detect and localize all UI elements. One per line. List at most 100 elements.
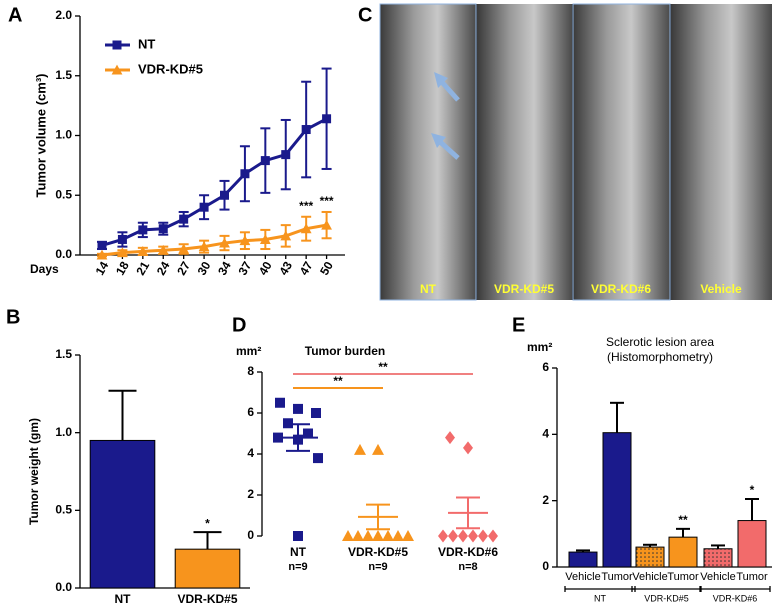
error-bar [610, 401, 624, 433]
x-tick-label: Tumor [601, 571, 633, 583]
series-line [101, 223, 327, 257]
y-tick-label: 0.5 [55, 503, 72, 517]
marker [313, 453, 323, 464]
marker [158, 224, 168, 234]
marker [283, 418, 293, 429]
marker [342, 530, 354, 541]
unit-label: mm² [236, 344, 261, 358]
x-tick-label: Tumor [736, 571, 768, 583]
y-tick-label: 6 [247, 405, 254, 419]
bar [602, 432, 632, 568]
group-label: VDR-KD#6 [713, 593, 758, 603]
annotation: * [205, 516, 210, 530]
marker [311, 408, 321, 418]
marker [97, 240, 107, 250]
chart-title: Tumor burden [305, 344, 385, 358]
marker [275, 397, 285, 408]
marker [138, 225, 148, 235]
xray-label: VDR-KD#6 [591, 282, 651, 296]
marker [293, 403, 303, 414]
annotation: ** [678, 513, 688, 527]
x-tick-label: 40 [256, 259, 275, 278]
marker [458, 529, 468, 543]
marker [352, 530, 364, 541]
y-tick-label: 2 [542, 493, 549, 507]
annotation: *** [320, 194, 334, 208]
annotation: *** [299, 199, 313, 213]
marker [137, 246, 149, 256]
y-tick-label: 0.5 [55, 187, 72, 201]
error-bar [676, 527, 690, 538]
x-tick-label: VDR-KD#6 [438, 545, 498, 559]
y-tick-label: 0 [247, 528, 254, 542]
marker [445, 431, 455, 445]
marker [96, 249, 108, 260]
marker [293, 531, 303, 541]
x-tick-label: 27 [174, 259, 193, 278]
x-tick-label: 50 [317, 259, 336, 278]
y-tick-label: 0 [542, 559, 549, 573]
y-tick-label: 0.0 [55, 580, 72, 594]
marker [178, 243, 190, 254]
marker [372, 530, 384, 541]
x-tick-label: NT [115, 592, 132, 605]
marker [448, 529, 458, 543]
error-bar [286, 423, 310, 452]
y-axis-label: Tumor volume (cm³) [33, 74, 48, 198]
x-tick-label: VDR-KD#5 [348, 545, 408, 559]
bar [635, 546, 665, 568]
significance-label: ** [333, 374, 343, 388]
marker [402, 530, 414, 541]
marker [303, 428, 313, 439]
panel-letter: E [512, 314, 525, 336]
x-tick-note: n=9 [368, 561, 387, 573]
y-tick-label: 4 [542, 427, 549, 441]
marker [488, 529, 498, 543]
x-tick-label: Vehicle [632, 571, 667, 583]
y-tick-label: 1.0 [55, 425, 72, 439]
legend-label: NT [138, 36, 155, 51]
series-line [101, 117, 328, 247]
y-tick-label: 2.0 [55, 8, 72, 22]
x-tick-label: 43 [276, 259, 295, 278]
marker [362, 530, 374, 541]
bar [668, 536, 698, 568]
marker [354, 443, 366, 455]
marker [321, 219, 332, 230]
xray-label: VDR-KD#5 [494, 282, 554, 296]
x-tick-note: n=8 [458, 561, 477, 573]
y-tick-label: 1.5 [55, 68, 72, 82]
marker [117, 247, 128, 258]
x-tick-label: 34 [215, 259, 234, 278]
x-tick-note: n=9 [288, 561, 307, 573]
significance-label: ** [378, 360, 388, 374]
error-bar [711, 544, 725, 549]
xray-label: NT [420, 282, 437, 296]
x-tick-label: 30 [195, 259, 214, 278]
y-tick-label: 0.0 [55, 247, 72, 261]
marker [260, 156, 270, 166]
marker [301, 125, 311, 135]
y-tick-label: 1.0 [55, 128, 72, 142]
marker [220, 190, 229, 200]
x-tick-label: NT [290, 545, 307, 559]
x-tick-label: 18 [113, 259, 132, 278]
bar [89, 439, 156, 589]
x-tick-label: Tumor [667, 571, 699, 583]
x-tick-label: Vehicle [700, 571, 735, 583]
x-tick-label: 24 [154, 259, 173, 278]
x-tick-label: Vehicle [565, 571, 600, 583]
marker [478, 529, 488, 543]
marker [322, 114, 332, 124]
x-tick-label: 37 [235, 259, 254, 278]
marker [240, 169, 250, 179]
marker [239, 235, 251, 246]
error-bar [108, 389, 137, 441]
bar [174, 548, 241, 589]
unit-label: mm² [527, 340, 552, 354]
marker [382, 530, 394, 541]
marker [259, 234, 271, 244]
marker [179, 214, 189, 224]
legend-label: VDR-KD#5 [138, 61, 203, 76]
